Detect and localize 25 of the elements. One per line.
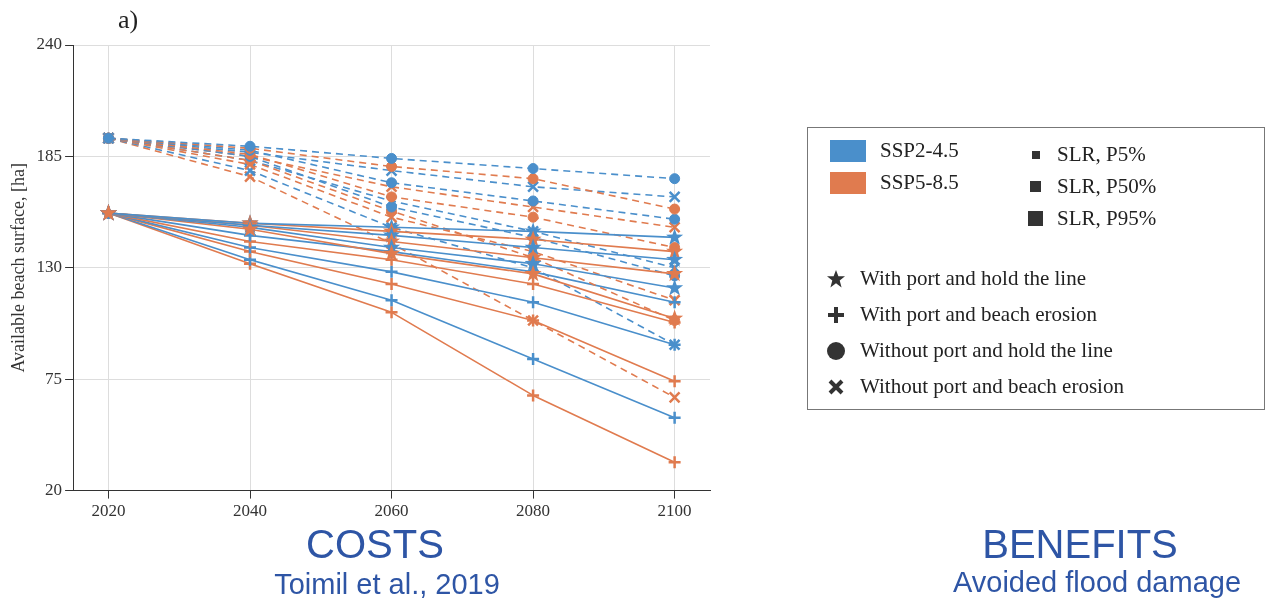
text: COSTS (306, 522, 444, 567)
text: SLR, P50% (1057, 174, 1157, 199)
y-axis-title: Available beach surface, [ha] (7, 163, 28, 373)
y-tick-label: 185 (36, 145, 63, 165)
y-tick-label: 20 (45, 480, 63, 500)
text: Without port and hold the line (860, 338, 1113, 363)
y-tick-label: 240 (36, 34, 63, 54)
x-tick-label: 2100 (657, 501, 692, 521)
text: Toimil et al., 2019 (274, 568, 500, 601)
y-tick-label: 130 (36, 257, 63, 277)
text: SSP5-8.5 (880, 170, 959, 195)
x-tick-label: 2020 (91, 501, 126, 521)
text: SSP2-4.5 (880, 138, 959, 163)
text: BENEFITS (982, 522, 1178, 567)
text: With port and beach erosion (860, 302, 1098, 327)
x-tick-label: 2040 (233, 501, 268, 521)
text: SLR, P5% (1057, 142, 1146, 167)
text: With port and hold the line (860, 266, 1087, 291)
text: a) (118, 5, 139, 35)
x-tick-label: 2060 (374, 501, 409, 521)
y-tick-label: 75 (45, 368, 63, 388)
text: Avoided flood damage (952, 566, 1242, 599)
text: SLR, P95% (1057, 206, 1157, 231)
text: Without port and beach erosion (860, 374, 1124, 399)
x-tick-label: 2080 (516, 501, 551, 521)
